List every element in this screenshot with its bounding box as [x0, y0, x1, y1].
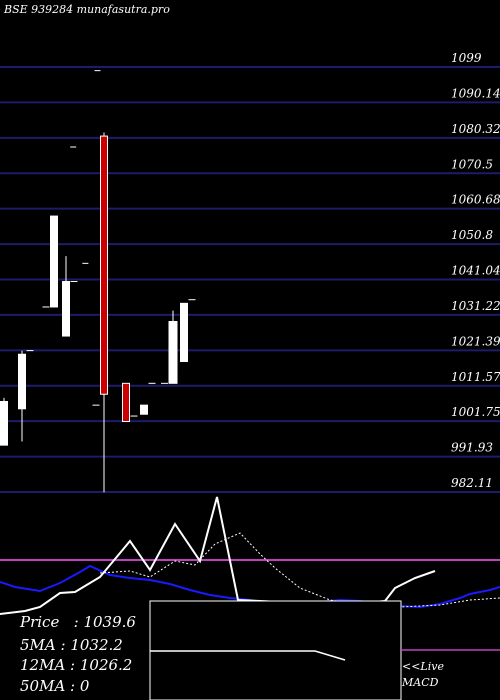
- site-label: munafasutra.pro: [76, 3, 170, 16]
- candle-body: [140, 404, 148, 415]
- inset-macd-line: [150, 650, 346, 661]
- y-tick-label: 1001.75: [451, 405, 500, 419]
- y-tick-label: 1060.68: [451, 193, 500, 207]
- y-tick-label: 1080.32: [451, 122, 500, 136]
- candle-body: [168, 321, 178, 384]
- y-tick-label: 1041.04: [451, 264, 500, 278]
- y-tick-label: 1070.5: [451, 157, 493, 171]
- y-tick-label: 991.93: [451, 441, 493, 455]
- candle-body: [18, 353, 26, 410]
- ma50-readout: 50MA : 0: [20, 677, 90, 695]
- live-label: <<Live: [402, 660, 444, 673]
- candle-body: [50, 215, 58, 308]
- ma12-readout: 12MA : 1026.2: [20, 656, 133, 674]
- y-tick-label: 1031.22: [451, 299, 500, 313]
- y-tick-label: 982.11: [451, 476, 493, 490]
- candle-body: [122, 382, 130, 422]
- candle-body: [100, 135, 108, 395]
- symbol-label: BSE 939284: [4, 3, 74, 16]
- y-tick-label: 1021.39: [451, 334, 500, 348]
- y-tick-label: 1011.57: [451, 370, 500, 384]
- candle-body: [62, 281, 70, 337]
- macd-signal-dotted: [99, 532, 500, 608]
- ma5-readout: 5MA : 1032.2: [20, 636, 123, 654]
- macd-label: MACD: [402, 676, 439, 689]
- price-readout: Price : 1039.6: [20, 613, 136, 631]
- y-tick-label: 1090.14: [451, 86, 500, 100]
- y-tick-label: 1050.8: [451, 228, 493, 242]
- y-tick-label: 1099: [451, 51, 482, 65]
- chart-header: BSE 939284 munafasutra.pro: [4, 3, 170, 16]
- candle-body: [180, 302, 188, 363]
- candle-body: [0, 401, 8, 446]
